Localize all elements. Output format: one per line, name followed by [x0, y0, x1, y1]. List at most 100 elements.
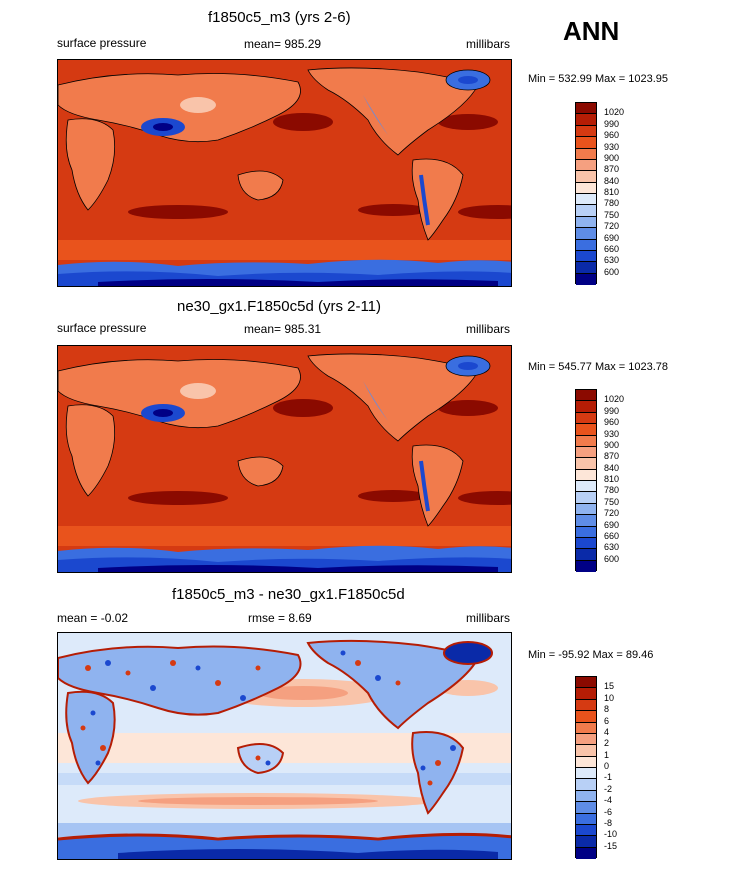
panel3-colorbar-swatch [576, 699, 596, 712]
panel1-colorbar-swatch [576, 125, 596, 138]
panel2-colorbar-swatch [576, 458, 596, 470]
panel2-colorbar-swatch [576, 446, 596, 459]
panel3-colorbar-swatch [576, 711, 596, 723]
panel1-colorbar-tick-label: 1020 [604, 107, 625, 118]
panel2-colorbar-tick-label: 630 [604, 542, 620, 553]
panel3-colorbar [575, 676, 597, 859]
panel2-colorbar-tick-label: 720 [604, 508, 620, 519]
panel3-colorbar-tick-label: 8 [604, 704, 610, 715]
panel2-colorbar-tick-label: 870 [604, 451, 620, 462]
panel2-colorbar-tick-label: 690 [604, 519, 620, 530]
panel3-colorbar-swatch [576, 677, 596, 689]
panel1-colorbar-tick-label: 630 [604, 255, 620, 266]
panel3-colorbar-swatch [576, 733, 596, 746]
panel3-colorbar-swatch [576, 847, 596, 859]
panel3-colorbar-tick-label: -2 [604, 783, 613, 794]
panel3-minmax-label: Min = -95.92 Max = 89.46 [528, 649, 654, 661]
panel3-colorbar-tick-label: -6 [604, 806, 613, 817]
panel2-mean-label: mean= 985.31 [244, 322, 322, 336]
panel2-map [57, 345, 512, 573]
panel1-colorbar-swatch [576, 103, 596, 115]
panel2-minmax-label: Min = 545.77 Max = 1023.78 [528, 361, 669, 373]
panel1-colorbar-swatch [576, 114, 596, 126]
panel1-colorbar-swatch [576, 228, 596, 240]
panel1-colorbar-tick-label: 750 [604, 209, 620, 220]
panel2-variable-label: surface pressure [57, 321, 147, 335]
panel1-colorbar-swatch [576, 171, 596, 183]
panel1-colorbar-swatch [576, 205, 596, 217]
panel1-colorbar-tick-label: 960 [604, 130, 620, 141]
panel1-map [57, 59, 512, 287]
panel3-colorbar-tick-label: -1 [604, 772, 613, 783]
panel3-colorbar-tick-label: 15 [604, 681, 615, 692]
panel1-colorbar-tick-label: 690 [604, 232, 620, 243]
panel2-units-label: millibars [466, 322, 511, 336]
panel2-colorbar-swatch [576, 526, 596, 538]
panel3-colorbar-tick-label: 4 [604, 726, 610, 737]
panel2-colorbar [575, 389, 597, 572]
panel3-colorbar-swatch [576, 802, 596, 814]
panel1-colorbar [575, 102, 597, 285]
panel3-rmse-label: rmse = 8.69 [248, 611, 312, 625]
panel2-colorbar-tick-label: 930 [604, 428, 620, 439]
panel1-colorbar-swatch [576, 239, 596, 251]
panel3-colorbar-swatch [576, 768, 596, 780]
panel1-colorbar-tick-label: 870 [604, 164, 620, 175]
panel1-title: f1850c5_m3 (yrs 2-6) [208, 9, 351, 26]
panel3-colorbar-tick-label: 1 [604, 749, 610, 760]
panel1-colorbar-swatch [576, 182, 596, 194]
panel1-colorbar-tick-label: 840 [604, 175, 620, 186]
panel1-colorbar-swatch [576, 250, 596, 263]
panel2-colorbar-swatch [576, 549, 596, 561]
panel2-colorbar-tick-label: 810 [604, 474, 620, 484]
panel1-colorbar-tick-label: 930 [604, 141, 620, 152]
panel2-colorbar-swatch [576, 435, 596, 447]
panel3-colorbar-swatch [576, 824, 596, 837]
panel1-colorbar-swatch [576, 159, 596, 172]
panel3-colorbar-tick-label: -15 [604, 840, 618, 851]
panel2-colorbar-tick-label: 840 [604, 462, 620, 473]
panel1-colorbar-swatch [576, 216, 596, 229]
panel2-colorbar-tick-label: 660 [604, 530, 620, 541]
panel3-colorbar-swatch [576, 745, 596, 757]
panel2-colorbar-tick-label: 780 [604, 485, 620, 496]
panel2-colorbar-tick-label: 900 [604, 439, 620, 450]
panel3-colorbar-tick-label: -4 [604, 795, 613, 806]
panel3-map [57, 632, 512, 860]
panel1-colorbar-swatch [576, 137, 596, 149]
panel1-colorbar-tick-label: 990 [604, 118, 620, 129]
panel2-colorbar-swatch [576, 515, 596, 527]
panel2-colorbar-swatch [576, 401, 596, 413]
panel3-colorbar-tick-label: 10 [604, 692, 615, 703]
panel1-colorbar-tick-label: 780 [604, 198, 620, 209]
panel1-colorbar-tick-label: 720 [604, 221, 620, 232]
panel1-colorbar-tick-label: 900 [604, 152, 620, 163]
panel1-colorbar-tick-label: 810 [604, 187, 620, 197]
panel3-colorbar-tick-label: -8 [604, 817, 613, 828]
panel2-colorbar-swatch [576, 537, 596, 550]
panel3-colorbar-swatch [576, 688, 596, 700]
panel2-colorbar-tick-label: 1020 [604, 394, 625, 405]
panel1-minmax-label: Min = 532.99 Max = 1023.95 [528, 73, 669, 85]
panel2-colorbar-tick-label: 600 [604, 553, 620, 564]
panel2-colorbar-tick-label: 960 [604, 417, 620, 428]
panel3-colorbar-tick-label: 6 [604, 715, 610, 726]
panel1-variable-label: surface pressure [57, 36, 147, 50]
panel1-colorbar-swatch [576, 262, 596, 274]
panel2-colorbar-swatch [576, 503, 596, 516]
panel3-mean-label: mean = -0.02 [57, 611, 129, 625]
panel2-title: ne30_gx1.F1850c5d (yrs 2-11) [177, 298, 382, 315]
panel2-colorbar-swatch [576, 390, 596, 402]
panel2-colorbar-swatch [576, 560, 596, 572]
panel3-colorbar-tick-label: 0 [604, 761, 610, 771]
panel1-colorbar-swatch [576, 148, 596, 160]
panel3-colorbar-tick-label: 2 [604, 738, 610, 749]
panel2-colorbar-swatch [576, 492, 596, 504]
panel1-mean-label: mean= 985.29 [244, 37, 322, 51]
panel2-colorbar-swatch [576, 424, 596, 436]
panel3-colorbar-swatch [576, 836, 596, 848]
panel2-colorbar-tick-label: 750 [604, 496, 620, 507]
panel2-colorbar-swatch [576, 469, 596, 481]
panel3-colorbar-swatch [576, 813, 596, 825]
panel2-colorbar-swatch [576, 412, 596, 425]
